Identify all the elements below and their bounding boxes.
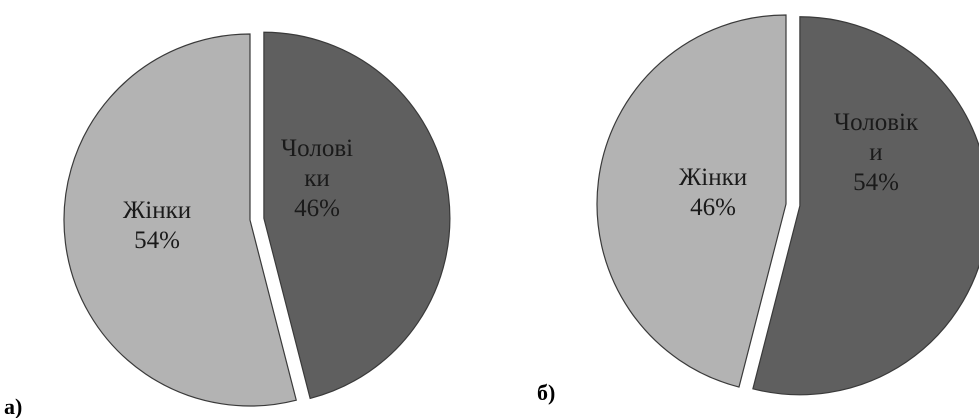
pie-label-b-0: Чоловік и 54% (834, 109, 919, 196)
pie-label-line: 46% (690, 194, 736, 221)
pie-label-b-1: Жінки 46% (679, 164, 747, 221)
pie-label-line: Чоловік (834, 109, 919, 136)
pie-label-a-1: Жінки 54% (123, 197, 191, 254)
pie-slice-a-0 (263, 31, 451, 400)
pie-label-a-0: Чолові ки 46% (281, 135, 353, 222)
pie-label-line: ки (304, 165, 330, 192)
pie-label-line: Жінки (679, 164, 747, 191)
pie-chart-a: Чолові ки 46% Жінки 54% (63, 31, 451, 407)
pie-label-line: и (869, 139, 882, 166)
pie-slice-a-1 (63, 33, 297, 407)
pie-label-line: Чолові (281, 135, 353, 162)
pie-slice-b-1 (596, 14, 787, 388)
pie-chart-b: Чоловік и 54% Жінки 46% (596, 14, 979, 396)
panel-label-a: а) (4, 394, 22, 418)
pie-label-line: Жінки (123, 197, 191, 224)
pie-label-line: 54% (853, 169, 899, 196)
pie-slice-b-0 (752, 16, 979, 396)
pie-label-line: 46% (294, 195, 340, 222)
pie-label-line: 54% (134, 227, 180, 254)
panel-label-b: б) (537, 380, 555, 405)
